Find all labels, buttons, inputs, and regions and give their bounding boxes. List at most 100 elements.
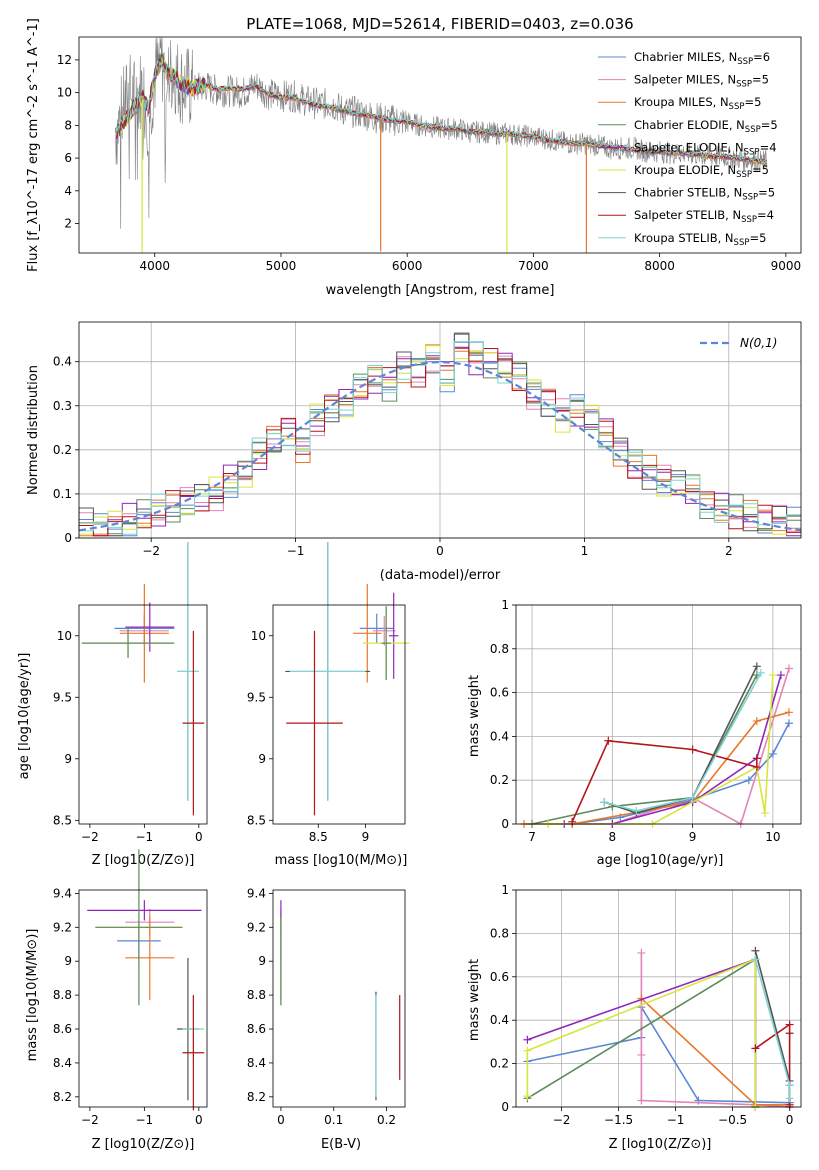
errorbar-point [95,849,183,1006]
panel-residuals: (data-model)/error Normed distribution [26,365,501,583]
y-tick-label: 0.4 [490,1013,509,1027]
y-tick-label: 8.8 [53,988,72,1002]
axes-frame [78,889,208,1108]
plot-area-mass-vs-Z [87,849,205,1111]
y-tick-label: 0.4 [490,729,509,743]
errorbar-point [388,592,399,679]
axes-frame [272,889,406,1108]
spectrum-model-line [115,60,768,164]
massweight-marker [600,798,609,807]
massweight-marker [760,809,769,818]
massweight-marker [637,1050,646,1059]
massweight-marker [752,717,761,726]
figure-title: PLATE=1068, MJD=52614, FIBERID=0403, z=0… [246,15,633,33]
massweight-marker [632,806,641,815]
massweight-marker [752,754,761,763]
x-tick-label: −2 [553,1113,571,1127]
x-tick-label: 6000 [392,259,423,273]
y-tick-label: 8.2 [53,1090,72,1104]
massweight-marker [785,1020,794,1029]
spectrum-ylabel: Flux [f_λ10^-17 erg cm^-2 s^-1 A^-1] [26,18,41,272]
spectrum-xlabel: wavelength [Angstrom, rest frame] [326,283,555,298]
y-tick-label: 2 [64,217,72,231]
x-tick-label: −1.5 [604,1113,633,1127]
y-tick-label: 0 [501,817,509,831]
axes-age-vs-Z: −2 −1 0 8.5 9 9.5 10 [53,629,203,844]
y-tick-label: 9.5 [247,690,266,704]
axes-frame [272,604,406,825]
y-tick-label: 8.4 [53,1056,72,1070]
massweight-line [572,722,790,825]
errorbar-point [87,900,202,921]
massweight-marker [637,948,646,957]
mwAge-ylabel: mass weight [467,675,482,757]
ageZ-ylabel: age [log10(age/yr)] [17,653,32,780]
x-tick-label: −2 [81,1113,99,1127]
x-tick-label: 0 [195,1113,203,1127]
legend-label: Salpeter ELODIE, NSSP=4 [634,140,777,157]
mwZ-xlabel: Z [log10(Z/Z⊙)] [609,1137,712,1152]
errorbar-point [182,630,205,816]
x-tick-label: 9 [362,830,370,844]
y-tick-label: 10 [57,629,72,643]
massweight-marker [751,946,760,955]
y-tick-label: 9.4 [247,886,266,900]
y-tick-label: 1 [501,598,509,612]
y-tick-label: 8.4 [247,1056,266,1070]
y-tick-label: 0.3 [53,399,72,413]
y-tick-label: 8.2 [247,1090,266,1104]
y-tick-label: 12 [57,53,72,67]
panel-massweight-vs-age: mass weight age [log10(age/yr)] [467,675,723,868]
massZ-ylabel: mass [log10(M/M⊙)] [25,929,40,1062]
panel-mass-vs-ebv: E(B-V) [321,1137,361,1152]
plot-area-massweight-vs-Z [523,946,794,1111]
x-tick-label: 10 [765,830,780,844]
panel-mass-vs-Z: mass [log10(M/M⊙)] Z [log10(Z/Z⊙)] [25,929,194,1152]
spectrum-data-line [115,36,768,229]
massZ-xlabel: Z [log10(Z/Z⊙)] [92,1137,195,1152]
y-tick-label: 9.2 [53,920,72,934]
x-tick-label: 0 [195,830,203,844]
legend-label: Salpeter MILES, NSSP=5 [634,73,769,90]
errorbar-point [286,630,343,816]
y-tick-label: 9 [64,752,72,766]
massweight-marker [768,749,777,758]
y-tick-label: 0.8 [490,642,509,656]
massweight-marker [688,793,697,802]
massweight-marker [568,817,577,826]
x-tick-label: 0 [786,1113,794,1127]
axes-frame [515,889,802,1108]
y-tick-label: 0.4 [53,355,72,369]
panel-age-vs-Z: age [log10(age/yr)] Z [log10(Z/Z⊙)] [17,653,194,868]
spectrum-legend: Chabrier MILES, NSSP=6 Salpeter MILES, NS… [598,50,778,248]
x-tick-label: 0.1 [324,1113,343,1127]
errorbar-point [359,613,394,644]
x-tick-label: 9000 [771,259,802,273]
massweight-line [526,958,757,1107]
massweight-marker [784,719,793,728]
y-tick-label: 8.5 [247,813,266,827]
massweight-marker [752,662,761,671]
errorbar-point [289,542,366,801]
axes-mass-vs-Z: −2 −1 0 8.2 8.4 8.6 8.8 9 9.2 9.4 [53,886,203,1127]
y-tick-label: 0.6 [490,686,509,700]
massweight-marker [744,776,753,785]
x-tick-label: 9 [689,830,697,844]
errorbar-point [353,584,382,683]
massweight-marker [752,763,761,772]
x-tick-label: 4000 [139,259,170,273]
legend-label: Kroupa MILES, NSSP=5 [634,95,761,112]
y-tick-label: 8.6 [247,1022,266,1036]
massweight-marker [523,1046,532,1055]
x-tick-label: 2 [725,544,733,558]
y-tick-label: 0.6 [490,970,509,984]
y-tick-label: 0.2 [490,1057,509,1071]
x-tick-label: 8.5 [309,830,328,844]
massEbv-xlabel: E(B-V) [321,1137,361,1152]
axes-spectrum: 4000 5000 6000 7000 8000 9000 2 4 6 8 10 12 [57,53,801,273]
axes-frame [78,321,802,539]
y-tick-label: 8.5 [53,813,72,827]
y-tick-label: 0 [501,1100,509,1114]
